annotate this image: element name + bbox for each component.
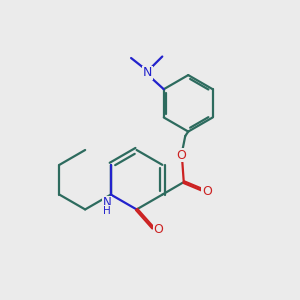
Text: N: N [143,66,152,80]
Text: H: H [103,206,111,216]
Text: O: O [176,149,186,162]
Text: O: O [153,223,163,236]
Text: O: O [202,184,212,197]
Text: N: N [103,196,112,209]
